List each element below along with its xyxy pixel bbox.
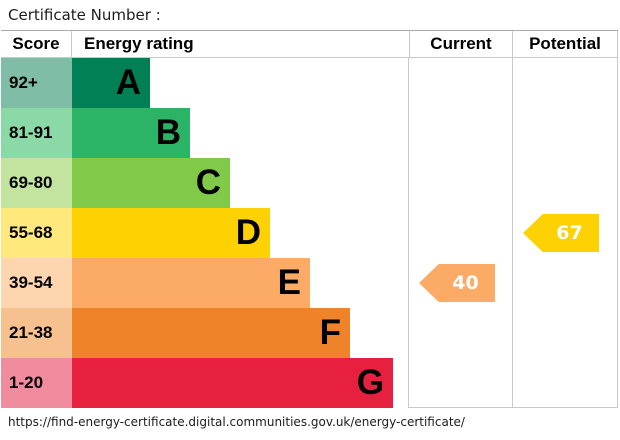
band-rows: 92+ A 81-91 B 69-80 C 55-68 D 39-54 E 21… — [1, 58, 393, 408]
band-bar: D — [72, 208, 270, 258]
band-score-label: 92+ — [1, 58, 72, 108]
band-bar: E — [72, 258, 310, 308]
band-score-label: 39-54 — [1, 258, 72, 308]
band-row: 39-54 E — [1, 258, 393, 308]
table-header-row: Score Energy rating Current Potential — [1, 30, 618, 58]
current-column: 40 — [408, 58, 512, 408]
band-score-label: 55-68 — [1, 208, 72, 258]
header-current: Current — [409, 31, 512, 57]
band-score-label: 69-80 — [1, 158, 72, 208]
band-row: 81-91 B — [1, 108, 393, 158]
potential-column: 67 — [512, 58, 618, 408]
header-score: Score — [1, 31, 72, 57]
band-letter: F — [319, 313, 341, 352]
header-potential: Potential — [512, 31, 618, 57]
band-letter: C — [195, 163, 221, 202]
band-bar: B — [72, 108, 190, 158]
band-score-label: 81-91 — [1, 108, 72, 158]
potential-value: 67 — [556, 222, 583, 244]
certificate-url: https://find-energy-certificate.digital.… — [8, 415, 465, 429]
band-letter: B — [155, 113, 181, 152]
band-bar: F — [72, 308, 350, 358]
band-row: 55-68 D — [1, 208, 393, 258]
band-row: 1-20 G — [1, 358, 393, 408]
band-row: 69-80 C — [1, 158, 393, 208]
band-score-label: 1-20 — [1, 358, 72, 408]
chart-body: 92+ A 81-91 B 69-80 C 55-68 D 39-54 E 21… — [1, 58, 618, 408]
band-row: 92+ A — [1, 58, 393, 108]
band-bar: A — [72, 58, 150, 108]
energy-rating-table: Score Energy rating Current Potential 92… — [1, 30, 618, 408]
band-letter: A — [115, 63, 141, 102]
band-letter: G — [356, 363, 384, 402]
band-bar: G — [72, 358, 393, 408]
header-energy-rating: Energy rating — [84, 34, 194, 53]
band-score-label: 21-38 — [1, 308, 72, 358]
band-bar: C — [72, 158, 230, 208]
current-arrow: 40 — [419, 264, 495, 302]
band-letter: E — [277, 263, 301, 302]
current-value: 40 — [452, 272, 479, 294]
certificate-number-label: Certificate Number : — [8, 6, 161, 24]
band-letter: D — [235, 213, 261, 252]
potential-arrow: 67 — [523, 214, 599, 252]
band-row: 21-38 F — [1, 308, 393, 358]
